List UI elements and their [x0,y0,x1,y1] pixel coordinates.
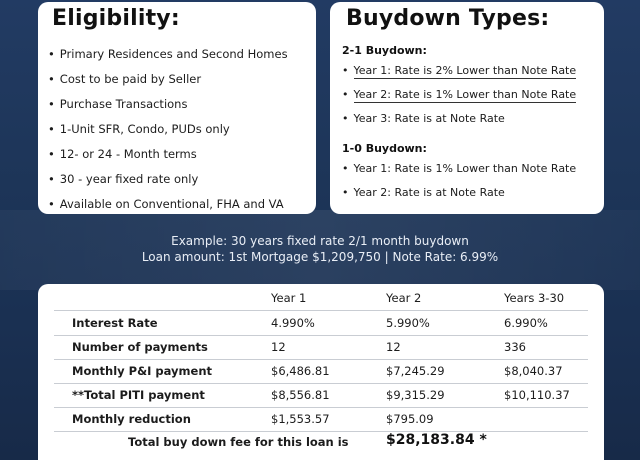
cell-year-2: $795.09 [386,412,434,426]
buydown-21-list: Year 1: Rate is 2% Lower than Note Rate … [342,59,577,131]
eligibility-title: Eligibility: [52,6,180,31]
cell-year-1: $6,486.81 [271,364,330,378]
row-label: Number of payments [72,340,208,354]
buydown-table: Year 1 Year 2 Years 3-30 Interest Rate 4… [38,284,604,460]
cell-year-2: $7,245.29 [386,364,445,378]
table-row: Monthly reduction $1,553.57 $795.09 [38,408,604,430]
row-label: Monthly reduction [72,412,191,426]
eligibility-item: Purchase Transactions [48,92,288,117]
eligibility-list: Primary Residences and Second Homes Cost… [48,42,288,217]
cell-year-1: 4.990% [271,316,315,330]
row-label: **Total PITI payment [72,388,205,402]
buydown-21-item: Year 1: Rate is 2% Lower than Note Rate [342,59,577,83]
cell-years-3-30: 336 [504,340,526,354]
divider [54,310,588,311]
eligibility-item: 30 - year fixed rate only [48,167,288,192]
divider [54,359,588,360]
eligibility-card: Eligibility: Primary Residences and Seco… [38,2,316,214]
buydown-10-item: Year 2: Rate is at Note Rate [342,181,576,205]
total-fee-label: Total buy down fee for this loan is [128,435,349,449]
example-line-1: Example: 30 years fixed rate 2/1 month b… [171,234,469,248]
cell-year-2: 5.990% [386,316,430,330]
buydown-10-heading: 1-0 Buydown: [342,142,427,155]
buydown-21-item: Year 2: Rate is 1% Lower than Note Rate [342,83,577,107]
eligibility-item: Cost to be paid by Seller [48,67,288,92]
table-row: Number of payments 12 12 336 [38,336,604,358]
column-header-year-2: Year 2 [386,291,422,305]
cell-years-3-30: $10,110.37 [504,388,570,402]
eligibility-item: Available on Conventional, FHA and VA [48,192,288,217]
eligibility-item: 1-Unit SFR, Condo, PUDs only [48,117,288,142]
table-row: **Total PITI payment $8,556.81 $9,315.29… [38,384,604,406]
divider [54,335,588,336]
divider [54,431,588,432]
buydown-21-item: Year 3: Rate is at Note Rate [342,107,576,131]
eligibility-item: 12- or 24 - Month terms [48,142,288,167]
cell-year-1: 12 [271,340,286,354]
eligibility-item: Primary Residences and Second Homes [48,42,288,67]
buydown-10-item: Year 1: Rate is 1% Lower than Note Rate [342,157,577,181]
buydown-title: Buydown Types: [346,6,550,31]
cell-years-3-30: 6.990% [504,316,548,330]
buydown-21-heading: 2-1 Buydown: [342,44,427,57]
table-row: Interest Rate 4.990% 5.990% 6.990% [38,312,604,334]
row-label: Interest Rate [72,316,158,330]
row-label: Monthly P&I payment [72,364,212,378]
example-line-2: Loan amount: 1st Mortgage $1,209,750 | N… [141,250,499,264]
buydown-types-card: Buydown Types: 2-1 Buydown: Year 1: Rate… [330,2,604,214]
total-fee-value: $28,183.84 * [386,432,487,448]
cell-years-3-30: $8,040.37 [504,364,563,378]
cell-year-2: 12 [386,340,401,354]
cell-year-1: $8,556.81 [271,388,330,402]
table-row: Monthly P&I payment $6,486.81 $7,245.29 … [38,360,604,382]
buydown-10-list: Year 1: Rate is 1% Lower than Note Rate … [342,157,577,205]
background-decoration [0,210,640,290]
divider [54,407,588,408]
cell-year-1: $1,553.57 [271,412,330,426]
column-header-years-3-30: Years 3-30 [504,291,565,305]
cell-year-2: $9,315.29 [386,388,445,402]
divider [54,383,588,384]
column-header-year-1: Year 1 [271,291,307,305]
